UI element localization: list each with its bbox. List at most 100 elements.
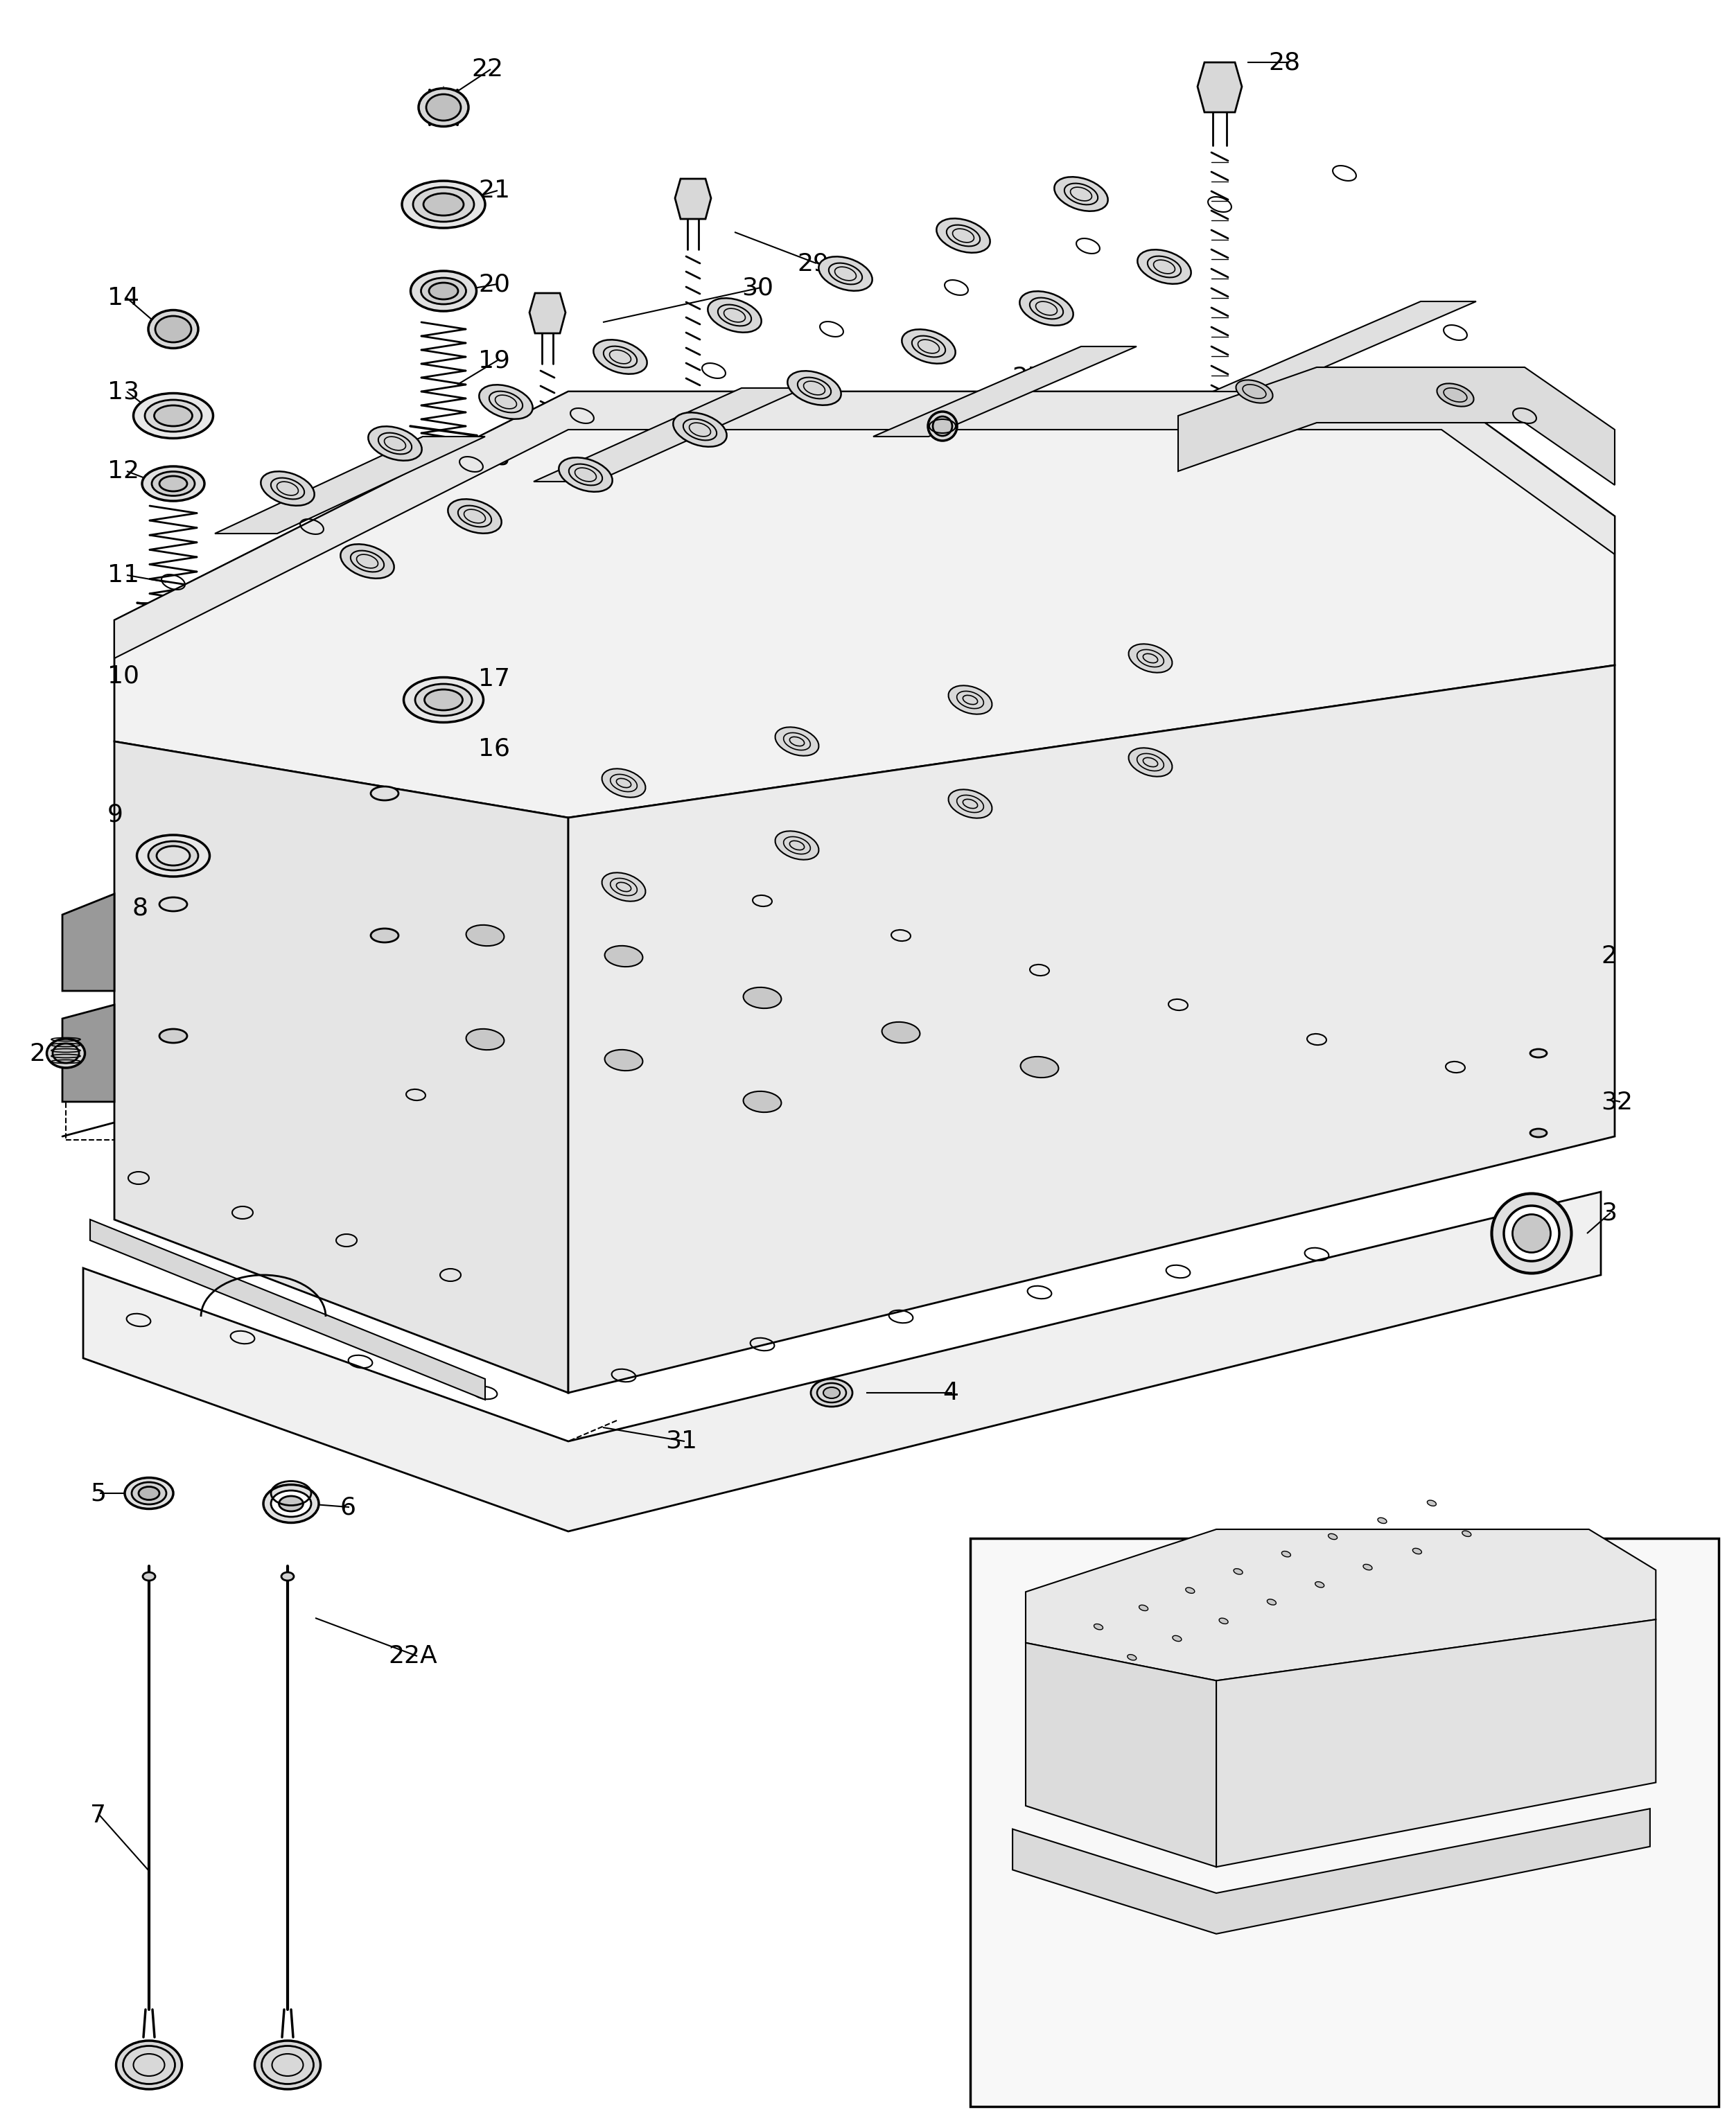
Polygon shape [533,387,804,481]
Ellipse shape [479,385,533,419]
Ellipse shape [1236,381,1272,402]
Ellipse shape [1281,1551,1290,1558]
Ellipse shape [559,458,613,492]
Ellipse shape [418,89,469,126]
Polygon shape [1213,302,1476,392]
Ellipse shape [404,677,483,721]
Ellipse shape [1019,292,1073,326]
Ellipse shape [1413,1549,1422,1553]
Text: 21: 21 [477,179,510,202]
Ellipse shape [708,298,762,332]
Ellipse shape [142,466,205,500]
Ellipse shape [132,1483,167,1504]
Text: 30: 30 [741,277,774,300]
Text: 13: 13 [108,379,139,404]
Ellipse shape [1186,1587,1194,1594]
Ellipse shape [602,768,646,798]
Polygon shape [62,1004,115,1102]
Polygon shape [1026,1643,1217,1866]
Ellipse shape [415,683,472,715]
Ellipse shape [1267,1598,1276,1605]
Text: 29: 29 [797,251,828,275]
Ellipse shape [604,1049,642,1070]
Ellipse shape [1316,1581,1325,1587]
Text: 18: 18 [477,445,510,468]
Polygon shape [1012,1809,1649,1934]
Polygon shape [873,347,1137,436]
Ellipse shape [929,411,957,440]
Ellipse shape [743,1092,781,1113]
Ellipse shape [819,257,871,292]
Ellipse shape [882,1021,920,1043]
Text: 26: 26 [30,1041,61,1064]
Ellipse shape [422,279,465,304]
Polygon shape [90,1219,484,1400]
Polygon shape [215,436,484,534]
Ellipse shape [403,181,484,228]
Ellipse shape [271,1490,311,1517]
Ellipse shape [429,283,458,300]
Ellipse shape [368,426,422,460]
Ellipse shape [1512,1215,1550,1253]
Ellipse shape [1128,645,1172,672]
Ellipse shape [1462,1530,1470,1536]
Ellipse shape [155,404,193,426]
Ellipse shape [264,1485,319,1524]
Ellipse shape [1094,1624,1102,1630]
Ellipse shape [125,1477,174,1509]
Polygon shape [529,294,566,334]
Ellipse shape [1139,1605,1147,1611]
Text: 11: 11 [108,564,139,587]
Ellipse shape [411,270,476,311]
Ellipse shape [1427,1500,1436,1507]
Ellipse shape [1137,249,1191,283]
Text: 3: 3 [1601,1200,1616,1224]
Ellipse shape [465,926,503,947]
Text: 12: 12 [108,460,139,483]
Text: 5: 5 [90,1481,106,1504]
Polygon shape [568,666,1614,1394]
Ellipse shape [823,1387,840,1398]
Ellipse shape [936,219,990,253]
Ellipse shape [1363,1564,1371,1570]
Text: 4: 4 [943,1381,958,1404]
Polygon shape [1217,1619,1656,1866]
Ellipse shape [901,330,955,364]
Ellipse shape [372,787,399,800]
Ellipse shape [1172,1636,1182,1641]
Text: 28: 28 [1269,51,1300,74]
Ellipse shape [255,2041,321,2090]
Ellipse shape [425,689,462,711]
Text: 27: 27 [1012,366,1043,389]
Polygon shape [1198,62,1241,113]
Text: 10: 10 [108,664,139,687]
Polygon shape [115,392,1614,817]
Ellipse shape [1437,383,1474,406]
Ellipse shape [155,315,191,343]
Ellipse shape [281,1573,293,1581]
Ellipse shape [776,728,819,755]
Ellipse shape [465,1030,503,1049]
Ellipse shape [948,789,991,817]
Ellipse shape [134,394,214,438]
Ellipse shape [413,187,474,221]
Text: 8: 8 [132,896,148,919]
Polygon shape [1026,1530,1656,1681]
Ellipse shape [448,500,502,534]
Ellipse shape [260,472,314,506]
Ellipse shape [160,1030,187,1043]
Polygon shape [83,1192,1601,1532]
Polygon shape [115,392,1614,658]
Ellipse shape [948,685,991,715]
Text: 1: 1 [1559,2047,1575,2071]
Text: 31: 31 [665,1430,698,1453]
Ellipse shape [1529,1049,1547,1058]
Ellipse shape [148,311,198,349]
Ellipse shape [1529,1128,1547,1136]
Ellipse shape [52,1043,80,1064]
Ellipse shape [148,841,198,870]
Ellipse shape [427,94,460,121]
Ellipse shape [139,1487,160,1500]
Ellipse shape [1234,1568,1243,1575]
Text: 9: 9 [108,802,123,826]
